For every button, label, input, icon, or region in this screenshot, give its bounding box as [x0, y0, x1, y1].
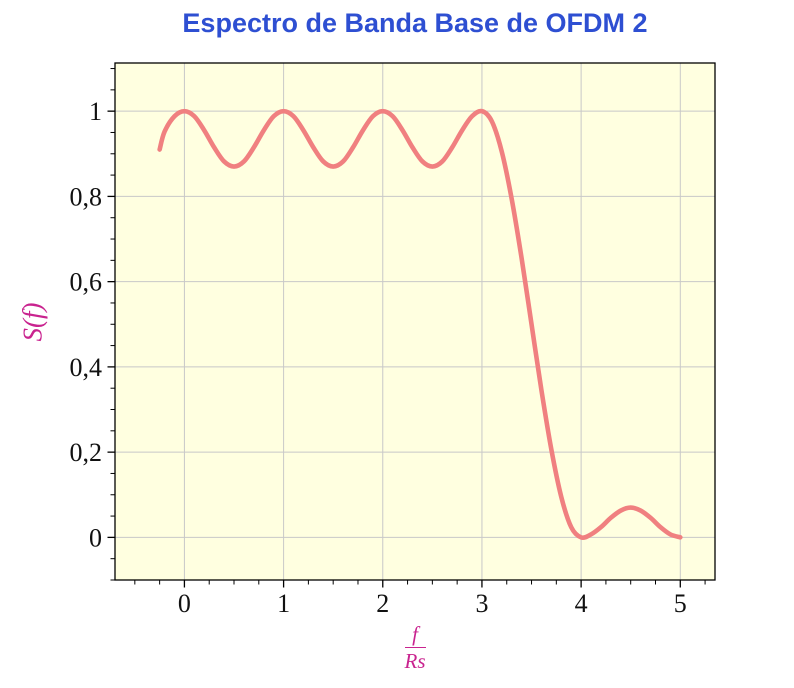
y-tick-label: 0	[89, 523, 102, 552]
spectrum-curve	[157, 108, 683, 540]
x-tick-label: 4	[575, 589, 588, 618]
x-tick-label: 2	[376, 589, 389, 618]
y-tick-label: 0,8	[70, 182, 103, 211]
fraction-bar-icon	[404, 647, 426, 649]
x-axis-label-numerator: f	[412, 622, 418, 646]
plot-background	[115, 63, 715, 580]
y-tick-label: 1	[89, 97, 102, 126]
chart-title: Espectro de Banda Base de OFDM 2	[182, 8, 648, 38]
x-tick-label: 1	[277, 589, 290, 618]
x-tick-label: 3	[475, 589, 488, 618]
y-tick-label: 0,2	[70, 438, 103, 467]
y-axis-label: S(f)	[17, 302, 48, 342]
x-tick-label: 5	[674, 589, 687, 618]
y-tick-label: 0,6	[70, 268, 103, 297]
x-axis-label: f Rs	[115, 622, 715, 673]
axis-frame	[114, 62, 716, 581]
x-tick-label: 0	[178, 589, 191, 618]
y-tick-label: 0,4	[70, 353, 103, 382]
x-axis-label-denominator: Rs	[404, 649, 426, 674]
x-axis-label-fraction: f Rs	[404, 622, 426, 674]
